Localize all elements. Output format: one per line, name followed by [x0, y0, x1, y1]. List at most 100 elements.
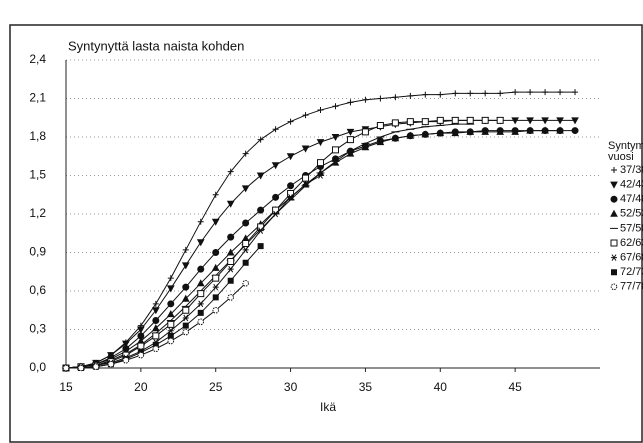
marker: [571, 127, 579, 135]
legend-item: 52/53: [620, 208, 643, 220]
marker: [346, 128, 355, 136]
y-tick-label: 0,9: [29, 245, 46, 259]
marker: [391, 119, 399, 127]
marker: [421, 118, 429, 126]
marker: [227, 294, 234, 301]
marker: [137, 351, 145, 359]
marker: [167, 327, 174, 335]
legend-marker: [610, 181, 618, 189]
marker: [197, 300, 204, 308]
marker: [541, 126, 549, 134]
marker: [151, 307, 160, 315]
marker: [212, 306, 220, 314]
marker: [167, 275, 174, 282]
legend-item: 37/38: [620, 164, 643, 176]
marker: [406, 118, 414, 126]
series-line: [65, 119, 501, 369]
marker: [421, 130, 430, 138]
marker: [227, 168, 234, 175]
marker: [167, 332, 174, 339]
chart-title: Syntynyttä lasta naista kohden: [68, 38, 244, 53]
marker: [526, 117, 534, 125]
marker: [376, 121, 384, 129]
marker: [152, 332, 160, 340]
marker: [272, 126, 279, 133]
marker: [407, 92, 414, 99]
marker: [362, 96, 369, 103]
marker: [212, 294, 219, 301]
x-tick-label: 15: [59, 380, 73, 394]
marker: [182, 283, 190, 291]
marker: [377, 95, 384, 102]
y-tick-label: 2,4: [29, 52, 46, 66]
marker: [316, 139, 325, 147]
marker: [211, 263, 220, 271]
marker: [437, 91, 444, 98]
marker: [391, 134, 400, 142]
marker: [272, 193, 280, 201]
marker: [122, 340, 130, 348]
marker: [196, 239, 205, 247]
marker: [361, 128, 369, 136]
marker: [286, 153, 295, 161]
marker: [212, 283, 219, 291]
legend-label: 37/38: [620, 164, 643, 176]
series-line: [65, 119, 576, 369]
x-tick-label: 30: [284, 380, 298, 394]
marker: [482, 90, 489, 97]
marker: [317, 172, 324, 179]
marker: [572, 89, 579, 96]
marker: [227, 233, 235, 241]
legend-label: 72/73: [620, 266, 643, 278]
marker: [317, 159, 325, 167]
marker: [167, 320, 175, 328]
marker: [497, 90, 504, 97]
marker: [182, 246, 189, 253]
marker: [197, 318, 205, 326]
marker: [271, 162, 280, 170]
legend-marker: [611, 269, 617, 276]
y-tick-label: 1,2: [29, 206, 46, 220]
marker: [481, 116, 489, 124]
marker: [541, 117, 549, 125]
marker: [167, 300, 175, 308]
marker: [556, 126, 564, 134]
legend-item: 62/63: [620, 237, 643, 249]
marker: [287, 194, 294, 201]
legend-item: 47/48: [620, 193, 643, 205]
marker: [496, 116, 504, 124]
legend-label: 77/78: [620, 281, 643, 293]
marker: [92, 363, 100, 371]
marker: [496, 127, 505, 135]
x-tick-label: 45: [508, 380, 522, 394]
marker: [167, 337, 175, 345]
x-axis-label: Ikä: [320, 400, 336, 414]
marker: [166, 310, 175, 318]
legend-label: 47/48: [620, 193, 643, 205]
marker: [182, 322, 189, 329]
marker: [436, 129, 445, 137]
marker: [212, 191, 219, 198]
marker: [347, 99, 354, 106]
marker: [137, 326, 145, 334]
y-tick-label: 1,5: [29, 168, 46, 182]
legend-title: vuosi: [608, 151, 634, 163]
marker: [452, 90, 459, 97]
marker: [301, 145, 310, 153]
marker: [197, 218, 204, 225]
marker: [242, 246, 249, 254]
y-tick-label: 1,8: [29, 129, 46, 143]
marker: [331, 146, 339, 154]
marker: [302, 112, 309, 119]
legend-label: 57/58: [620, 222, 643, 234]
y-tick-label: 2,1: [29, 91, 46, 105]
legend-label: 62/63: [620, 237, 643, 249]
marker: [287, 182, 295, 190]
marker: [242, 259, 249, 266]
marker: [481, 127, 490, 135]
marker: [226, 200, 235, 208]
marker: [122, 357, 130, 364]
marker: [332, 103, 339, 110]
marker: [511, 127, 519, 135]
